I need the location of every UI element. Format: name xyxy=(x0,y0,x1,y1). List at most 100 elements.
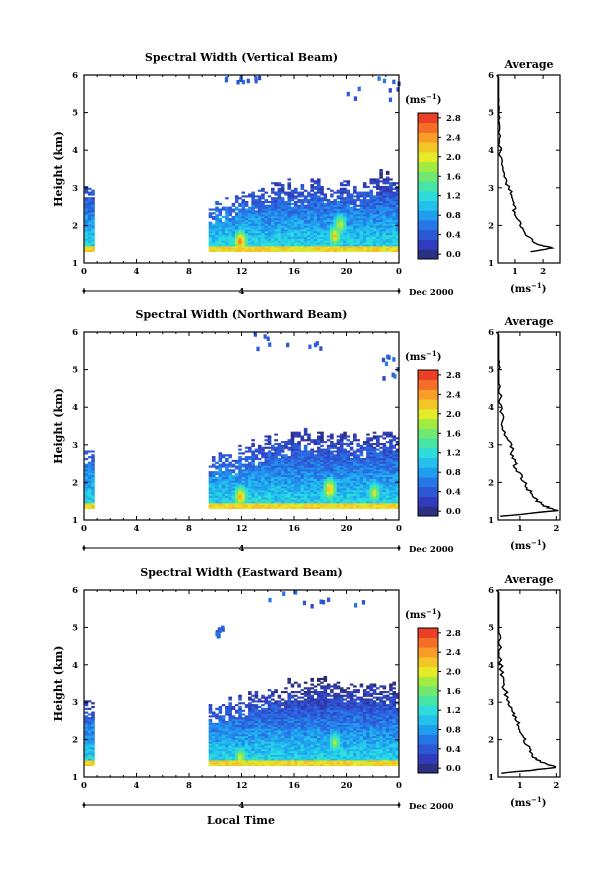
heatmap-cell xyxy=(346,439,351,442)
heatmap-cell xyxy=(290,488,295,491)
heatmap-cell xyxy=(303,217,308,221)
heatmap-cell xyxy=(277,193,282,196)
avg-y-tick-label: 6 xyxy=(488,328,494,338)
heatmap-cell xyxy=(287,193,292,196)
heatmap-cell xyxy=(339,202,344,206)
heatmap-cell xyxy=(349,247,354,251)
heatmap-cell xyxy=(258,75,262,81)
heatmap-cell xyxy=(320,488,324,491)
heatmap-cell xyxy=(267,486,272,489)
heatmap-cell xyxy=(389,219,393,222)
heatmap-cell xyxy=(280,232,285,236)
heatmap-cell xyxy=(241,730,246,733)
heatmap-cell xyxy=(238,467,242,470)
heatmap-cell xyxy=(326,476,331,479)
heatmap-cell xyxy=(221,506,226,510)
heatmap-cell xyxy=(231,223,236,226)
heatmap-cell xyxy=(382,503,387,506)
heatmap-cell xyxy=(264,741,269,744)
heatmap-cell xyxy=(319,346,323,351)
heatmap-cell xyxy=(336,200,341,204)
heatmap-cell xyxy=(320,456,324,459)
heatmap-cell xyxy=(84,216,89,219)
heatmap-cell xyxy=(225,739,229,742)
heatmap-cell xyxy=(349,219,354,222)
heatmap-cell xyxy=(313,217,318,221)
heatmap-cell xyxy=(257,741,262,744)
unit-exponent: −1 xyxy=(531,538,542,547)
heatmap-cell xyxy=(251,743,255,746)
heatmap-cell xyxy=(241,499,246,502)
heatmap-cell xyxy=(225,463,229,466)
heatmap-cell xyxy=(369,210,374,213)
heatmap-cell xyxy=(277,473,282,476)
heatmap-cell xyxy=(274,482,278,485)
heatmap-cell xyxy=(277,444,282,447)
heatmap-cell xyxy=(297,495,301,498)
heatmap-cell xyxy=(389,246,393,249)
heatmap-cell xyxy=(294,202,298,206)
heatmap-cell xyxy=(241,229,246,232)
heatmap-cell xyxy=(346,467,351,470)
heatmap-cell xyxy=(346,493,351,496)
heatmap-cell xyxy=(349,504,354,508)
heatmap-cell xyxy=(287,441,292,444)
heatmap-cell xyxy=(277,506,282,510)
heatmap-cell xyxy=(379,456,383,459)
heatmap-cell xyxy=(303,489,308,493)
colorbar-band xyxy=(418,132,438,143)
heatmap-cell xyxy=(382,491,387,494)
heatmap-cell xyxy=(310,484,314,487)
heatmap-cell xyxy=(277,495,282,498)
heatmap-cell xyxy=(287,249,292,253)
heatmap-cell xyxy=(290,433,295,436)
heatmap-cell xyxy=(257,728,262,731)
heatmap-cell xyxy=(244,722,249,725)
heatmap-cell xyxy=(231,491,236,494)
heatmap-cell xyxy=(346,488,351,491)
heatmap-cell xyxy=(287,229,292,232)
heatmap-cell xyxy=(231,722,236,725)
heatmap-cell xyxy=(248,722,252,725)
heatmap-cell xyxy=(208,728,213,731)
heatmap-cell xyxy=(264,452,269,455)
heatmap-cell xyxy=(221,754,226,757)
heatmap-cell xyxy=(267,474,272,478)
heatmap-cell xyxy=(369,219,374,222)
heatmap-cell xyxy=(353,489,357,493)
heatmap-cell xyxy=(294,187,298,190)
heatmap-cell xyxy=(343,437,347,440)
heatmap-cell xyxy=(280,476,285,479)
heatmap-cell xyxy=(382,212,387,215)
heatmap-cell xyxy=(251,476,255,479)
heatmap-cell xyxy=(339,210,344,213)
heatmap-cell xyxy=(251,204,255,207)
heatmap-cell xyxy=(336,493,341,496)
heatmap-cell xyxy=(366,493,370,496)
heatmap-cell xyxy=(366,208,370,211)
heatmap-cell xyxy=(238,493,242,496)
heatmap-cell xyxy=(287,501,292,504)
heatmap-cell xyxy=(215,495,219,498)
heatmap-cell xyxy=(271,474,275,478)
heatmap-cell xyxy=(231,217,236,221)
heatmap-cell xyxy=(244,204,249,207)
heatmap-cell xyxy=(356,461,360,464)
heatmap-cell xyxy=(231,730,236,733)
heatmap-cell xyxy=(353,247,357,251)
heatmap-cell xyxy=(362,182,367,185)
heatmap-cell xyxy=(349,459,354,463)
heatmap-cell xyxy=(366,497,370,500)
heatmap-cell xyxy=(343,204,347,207)
heatmap-cell xyxy=(326,242,331,245)
heatmap-cell xyxy=(248,705,252,709)
heatmap-cell xyxy=(284,503,288,506)
heatmap-cell xyxy=(280,236,285,239)
heatmap-cell xyxy=(366,504,370,508)
heatmap-cell xyxy=(91,242,95,245)
heatmap-cell xyxy=(244,719,249,722)
heatmap-cell xyxy=(323,469,328,472)
heatmap-cell xyxy=(277,210,282,213)
heatmap-cell xyxy=(238,501,242,504)
heatmap-cell xyxy=(323,478,328,481)
